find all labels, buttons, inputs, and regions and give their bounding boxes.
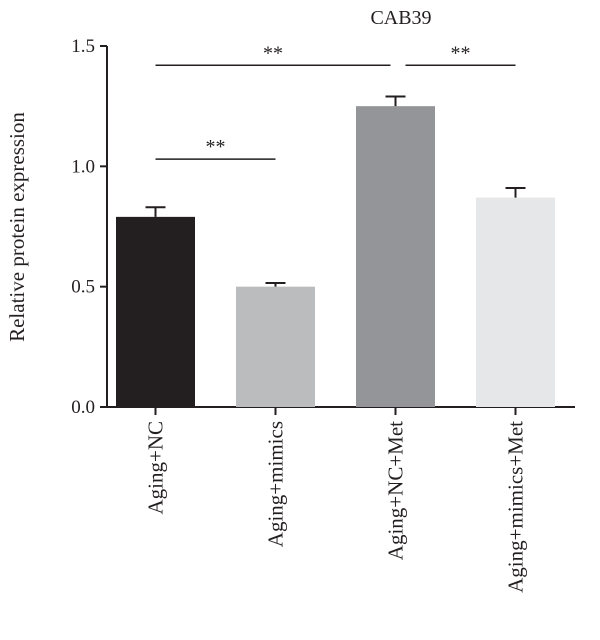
significance-label: ** (206, 136, 226, 158)
x-tick-label: Aging+mimics+Met (504, 421, 528, 593)
bar (476, 197, 555, 407)
significance-annotations: ** ** ** (155, 42, 516, 160)
bar (116, 216, 195, 407)
significance-label: ** (451, 42, 471, 64)
x-tick-label: Aging+NC (144, 421, 168, 515)
y-tick-label: 1.0 (71, 156, 95, 177)
y-tick-label: 0.0 (71, 397, 95, 418)
bar (356, 106, 435, 408)
chart-title: CAB39 (370, 7, 431, 29)
y-tick-label: 0.5 (71, 277, 95, 298)
axes: 0.0 0.5 1.0 1.5 Aging+NC Aging+mimics Aging+NC… (71, 36, 575, 593)
significance-label: ** (263, 42, 283, 64)
bar (236, 286, 315, 407)
bars (116, 95, 555, 408)
x-tick-label: Aging+mimics (264, 421, 288, 547)
y-axis-label: Relative protein expression (5, 112, 29, 342)
y-tick-label: 1.5 (71, 36, 95, 57)
x-tick-label: Aging+NC+Met (384, 421, 408, 560)
